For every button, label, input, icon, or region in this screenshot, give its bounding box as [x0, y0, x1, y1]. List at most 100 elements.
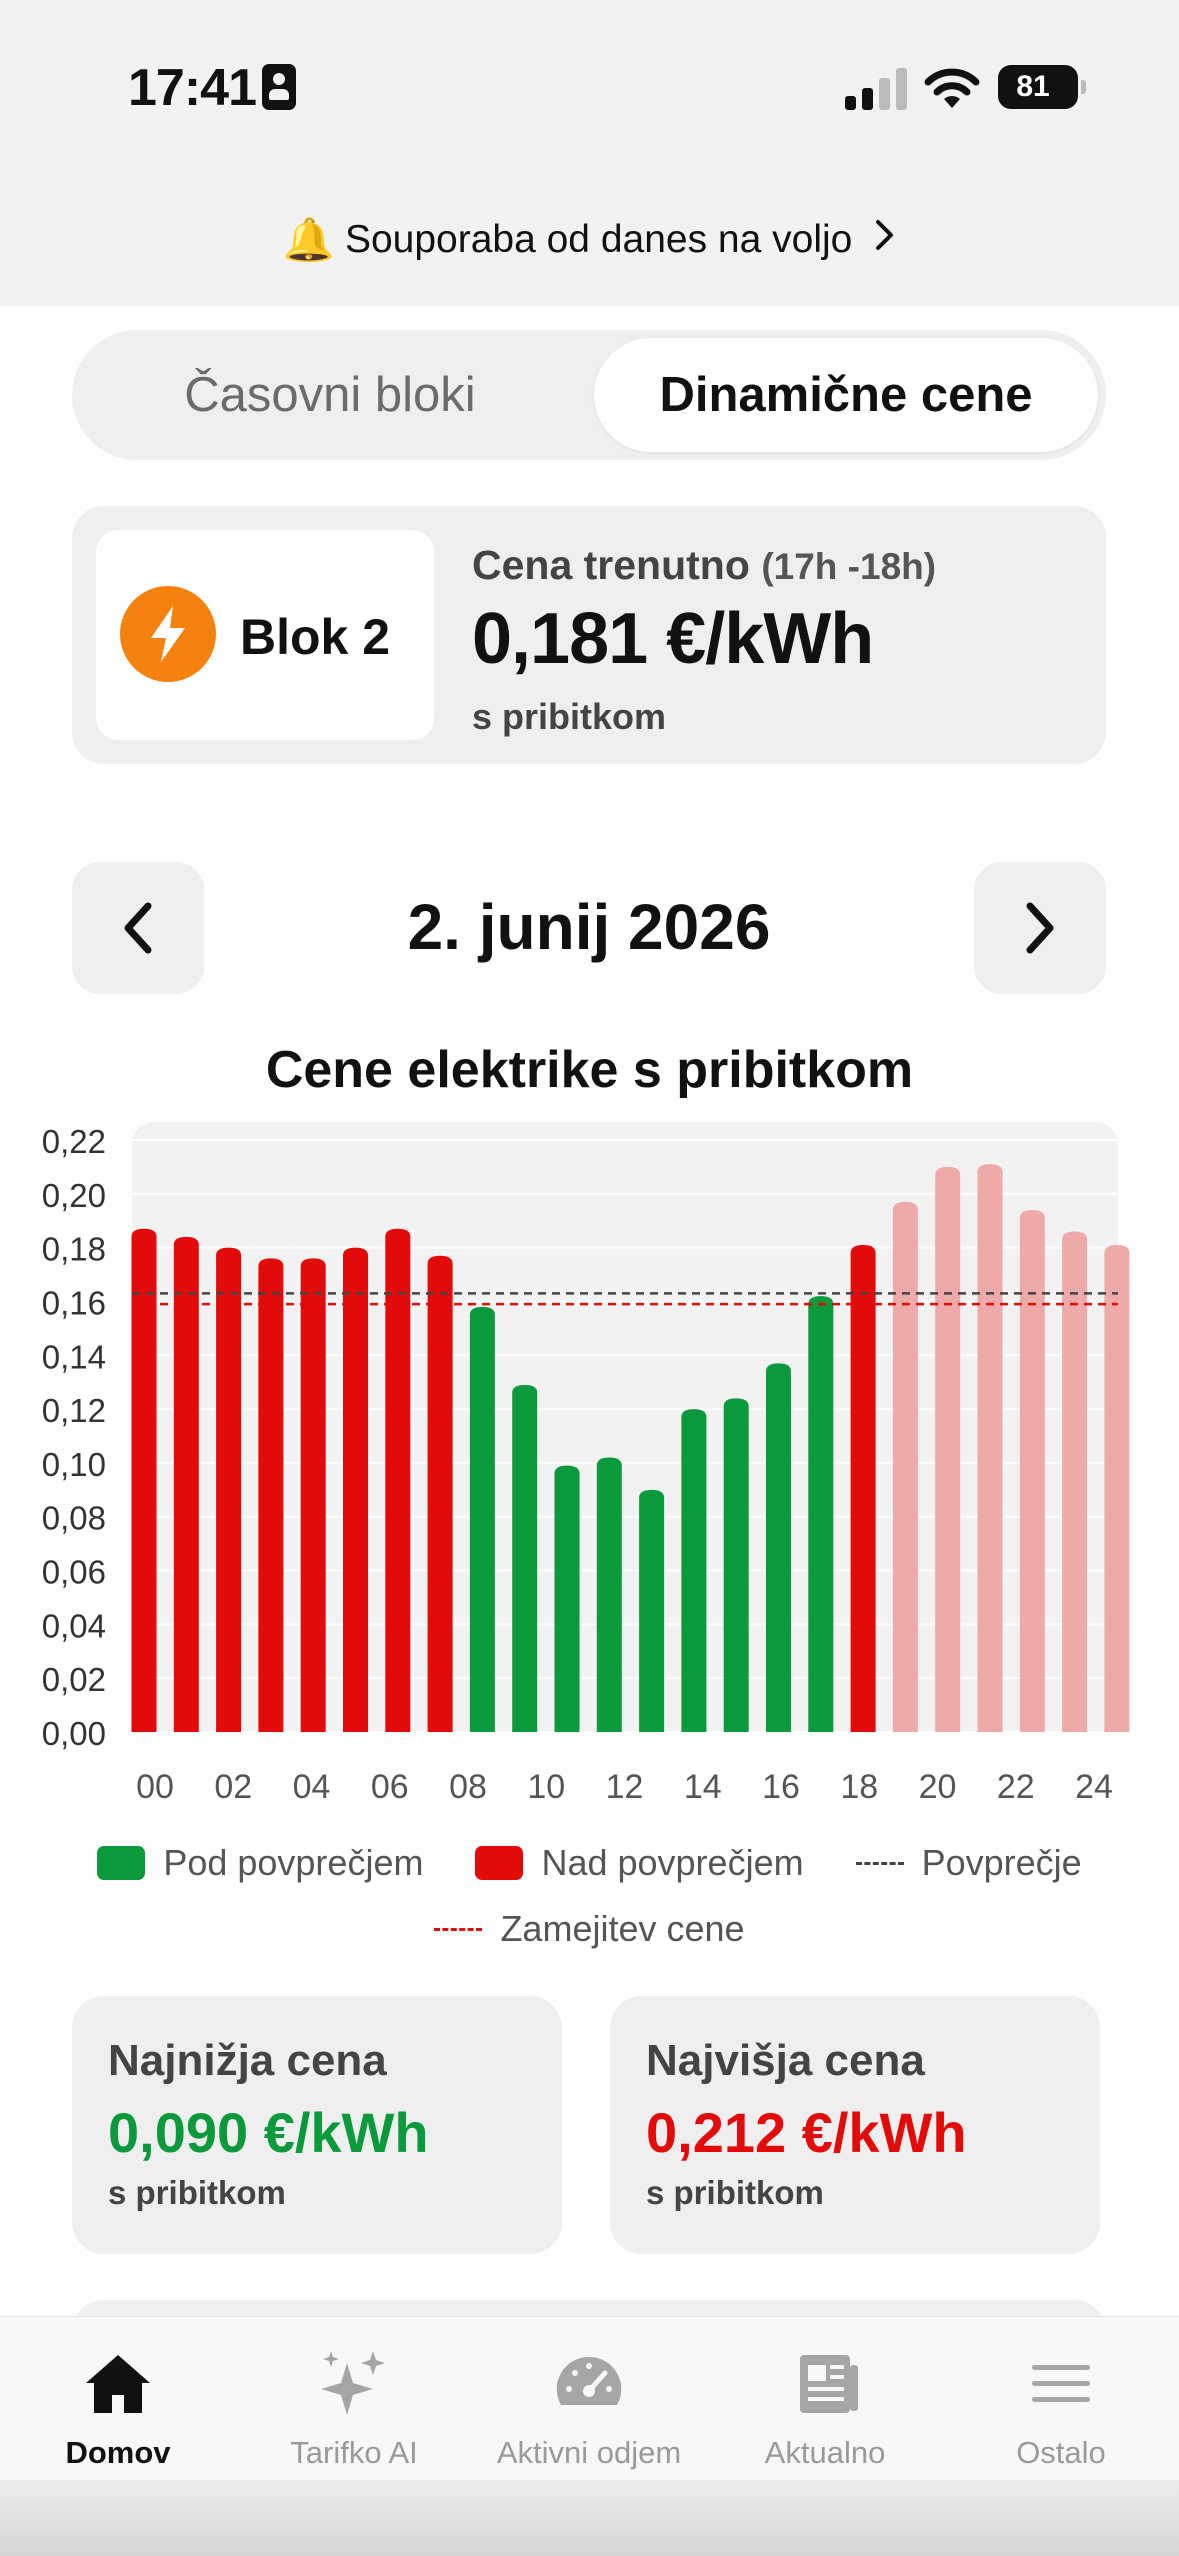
x-tick-label: 12 — [606, 1768, 644, 1806]
y-tick-label: 0,02 — [42, 1661, 106, 1698]
menu-icon — [1021, 2347, 1101, 2421]
legend-threshold: Zamejitev cene — [434, 1908, 745, 1950]
date-navigation: 2. junij 2026 — [72, 862, 1106, 994]
lowest-price-note: s pribitkom — [108, 2174, 286, 2211]
price-bar — [427, 1255, 453, 1732]
tab-ostalo[interactable]: Ostalo — [943, 2347, 1179, 2487]
previous-day-button[interactable] — [72, 862, 204, 994]
current-price-time-range: (17h -18h) — [761, 546, 937, 587]
y-tick-label: 0,12 — [42, 1392, 106, 1429]
cellular-signal-icon — [845, 66, 907, 110]
current-price-title-text: Cena trenutno — [472, 542, 750, 588]
battery-indicator: 81 — [998, 65, 1086, 109]
price-bar — [258, 1258, 284, 1732]
price-bar — [343, 1247, 368, 1732]
tab-ostalo-label: Ostalo — [1016, 2435, 1106, 2470]
tab-tarifko-ai-label: Tarifko AI — [290, 2435, 418, 2470]
price-bar — [596, 1457, 622, 1732]
chevron-right-icon — [874, 218, 896, 262]
home-indicator-area — [0, 2480, 1179, 2556]
gauge-icon — [549, 2347, 629, 2421]
x-tick-label: 04 — [293, 1768, 331, 1806]
x-tick-label: 16 — [762, 1768, 800, 1806]
price-bar — [512, 1384, 538, 1732]
sparkles-icon — [314, 2347, 394, 2421]
bell-icon: 🔔 — [282, 215, 335, 263]
highest-price-card: Najvišja cena 0,212 €/kWh s pribitkom — [610, 1996, 1100, 2254]
legend-dash-black — [855, 1861, 904, 1865]
y-tick-label: 0,06 — [42, 1554, 106, 1591]
tab-dinamicne-cene[interactable]: Dinamične cene — [594, 338, 1098, 452]
contact-card-icon — [262, 64, 296, 110]
chevron-left-icon — [124, 902, 152, 954]
price-bar — [385, 1228, 411, 1732]
x-tick-label: 24 — [1075, 1768, 1113, 1806]
y-tick-label: 0,10 — [42, 1446, 106, 1483]
y-tick-label: 0,14 — [42, 1338, 106, 1375]
top-area — [0, 0, 1179, 306]
wifi-icon — [924, 68, 980, 108]
legend-average-label: Povprečje — [921, 1842, 1082, 1883]
y-tick-label: 0,16 — [42, 1284, 106, 1321]
legend-above-average-label: Nad povprečjem — [541, 1842, 804, 1883]
x-tick-label: 18 — [840, 1768, 878, 1806]
y-tick-label: 0,04 — [42, 1607, 106, 1644]
lowest-price-value: 0,090 €/kWh — [108, 2101, 429, 2164]
price-bar — [216, 1247, 242, 1732]
legend-below-average: Pod povprečjem — [97, 1842, 423, 1884]
current-price-note: s pribitkom — [472, 696, 667, 737]
x-tick-label: 14 — [684, 1768, 722, 1806]
x-tick-label: 08 — [449, 1768, 487, 1806]
price-bar — [723, 1398, 749, 1732]
price-bar — [131, 1228, 157, 1732]
chevron-right-icon — [1026, 902, 1054, 954]
tab-casovni-bloki[interactable]: Časovni bloki — [184, 368, 476, 422]
view-segmented-control: Časovni bloki Dinamične cene — [72, 330, 1106, 460]
tab-domov-label: Domov — [65, 2435, 171, 2470]
home-icon — [78, 2347, 158, 2421]
price-bar — [554, 1465, 580, 1732]
price-bar — [639, 1489, 665, 1732]
tab-domov[interactable]: Domov — [0, 2347, 236, 2487]
x-tick-label: 02 — [214, 1768, 252, 1806]
price-bar — [300, 1258, 326, 1732]
legend-swatch-red — [475, 1846, 524, 1880]
price-bar — [977, 1164, 1003, 1732]
tab-aktualno-label: Aktualno — [764, 2435, 886, 2470]
price-bar — [850, 1244, 876, 1732]
x-tick-label: 22 — [997, 1768, 1035, 1806]
highest-price-note: s pribitkom — [646, 2174, 824, 2211]
lightning-icon — [120, 586, 216, 682]
price-bar — [935, 1166, 961, 1732]
lowest-price-card: Najnižja cena 0,090 €/kWh s pribitkom — [72, 1996, 562, 2254]
legend-swatch-green — [97, 1846, 146, 1880]
feature-notice-banner[interactable]: 🔔 Souporaba od danes na voljo — [0, 210, 1179, 270]
price-bar — [1104, 1244, 1130, 1732]
notice-text: Souporaba od danes na voljo — [344, 218, 853, 261]
y-tick-label: 0,20 — [42, 1177, 106, 1214]
y-tick-label: 0,18 — [42, 1231, 106, 1268]
tab-aktivni-odjem-label: Aktivni odjem — [496, 2435, 682, 2470]
block-label: Blok 2 — [240, 609, 391, 665]
tab-aktualno[interactable]: Aktualno — [707, 2347, 943, 2487]
status-time: 17:41 — [128, 59, 257, 117]
current-price-value: 0,181 €/kWh — [472, 599, 874, 679]
tab-aktivni-odjem[interactable]: Aktivni odjem — [471, 2347, 707, 2487]
selected-date: 2. junij 2026 — [407, 891, 771, 963]
y-tick-label: 0,08 — [42, 1500, 106, 1537]
next-day-button[interactable] — [974, 862, 1106, 994]
price-bar — [808, 1296, 834, 1732]
tab-tarifko-ai[interactable]: Tarifko AI — [236, 2347, 472, 2487]
x-tick-label: 10 — [527, 1768, 565, 1806]
legend-below-average-label: Pod povprečjem — [163, 1842, 424, 1883]
price-bar — [766, 1363, 791, 1732]
x-tick-label: 00 — [136, 1768, 174, 1806]
lowest-price-label: Najnižja cena — [108, 2036, 387, 2085]
highest-price-value: 0,212 €/kWh — [646, 2101, 967, 2164]
chart-legend-row-1: Pod povprečjem Nad povprečjem Povprečje — [0, 1842, 1179, 1884]
legend-threshold-label: Zamejitev cene — [500, 1908, 745, 1949]
y-tick-label: 0,00 — [42, 1715, 106, 1752]
price-bar — [1062, 1231, 1088, 1732]
price-bar — [469, 1306, 495, 1732]
price-bar — [681, 1409, 707, 1732]
